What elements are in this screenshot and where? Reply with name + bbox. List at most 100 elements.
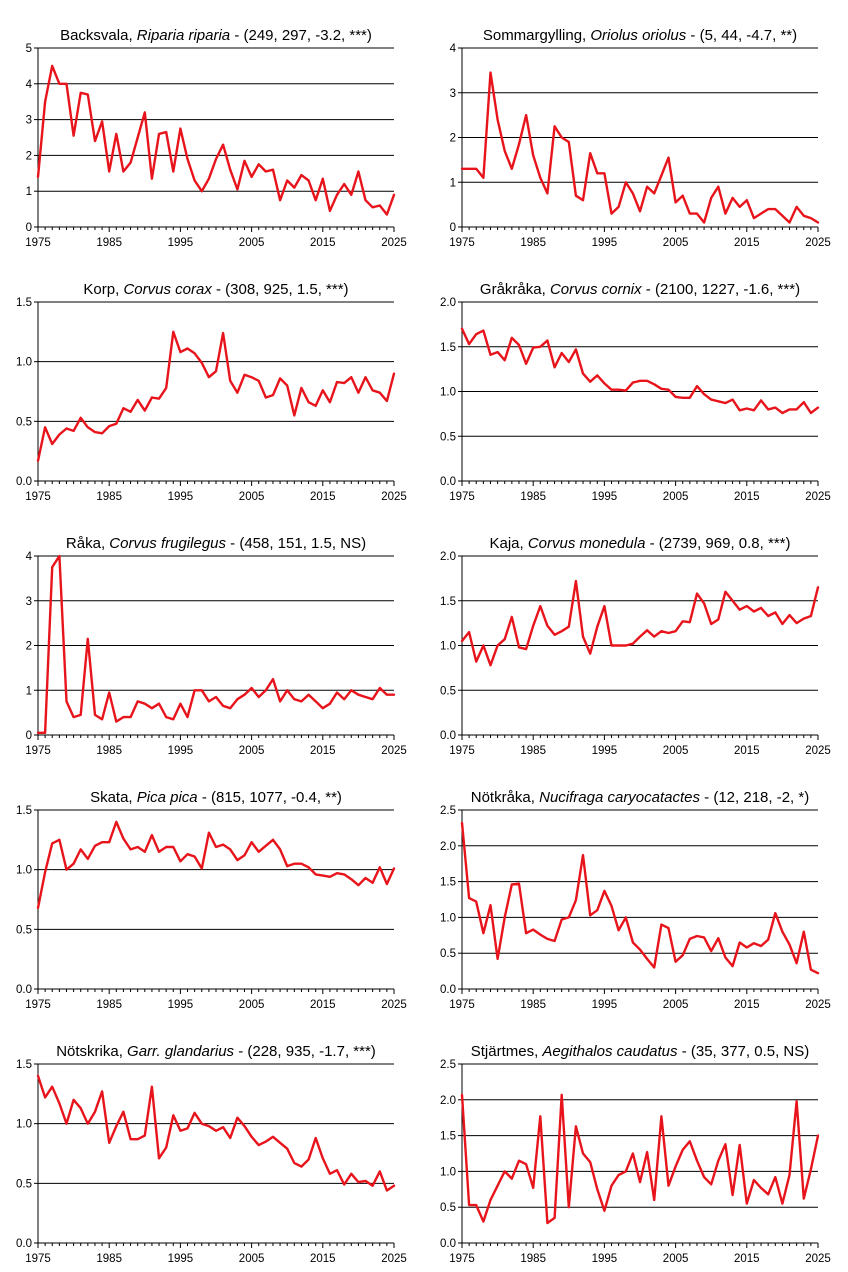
chart-title-part: - (249, 297, -3.2, ***) [230,27,372,44]
y-tick-label: 0.5 [440,948,456,960]
y-tick-label: 0.5 [440,685,456,697]
x-tick-label: 1975 [25,491,51,503]
series-line [36,1074,396,1192]
chart-panel-10: Stjärtmes, Aegithalos caudatus - (35, 37… [424,1016,848,1270]
chart-title-part: Aegithalos caudatus [541,1043,678,1060]
chart-title-part: Kaja, [489,535,527,552]
chart-title-part: Corvus monedula [528,535,646,552]
x-tick-label: 1985 [96,1253,122,1265]
y-tick-label: 1.0 [440,912,456,924]
chart-svg: Backsvala, Riparia riparia - (249, 297, … [25,27,407,249]
x-tick-label: 1995 [592,745,618,757]
x-tick-label: 2015 [310,491,336,503]
chart-title: Nötskrika, Garr. glandarius - (228, 935,… [56,1043,376,1060]
x-tick-label: 2005 [663,999,689,1011]
y-tick-label: 1.0 [440,641,456,653]
y-tick-label: 1.0 [16,865,32,877]
x-tick-label: 1975 [25,1253,51,1265]
y-tick-label: 2.0 [440,1095,456,1107]
x-tick-label: 2015 [734,237,760,249]
x-tick-label: 1985 [96,999,122,1011]
x-tick-label: 2005 [663,745,689,757]
x-tick-label: 1975 [25,745,51,757]
series-line [460,327,820,415]
y-tick-label: 1.0 [16,1119,32,1131]
y-tick-label: 1.5 [16,297,32,309]
x-tick-label: 2025 [381,999,407,1011]
y-tick-label: 0 [26,222,32,234]
chart-panel-7: Skata, Pica pica - (815, 1077, -0.4, **)… [0,762,424,1016]
series-line [36,554,396,735]
x-tick-label: 2015 [310,999,336,1011]
chart-title-part: Corvus frugilegus [109,535,226,552]
y-tick-label: 0.0 [16,476,32,488]
x-tick-label: 1995 [168,1253,194,1265]
y-tick-label: 2 [450,133,456,145]
x-tick-label: 2025 [805,999,831,1011]
y-tick-label: 4 [450,43,457,55]
chart-panel-2: Sommargylling, Oriolus oriolus - (5, 44,… [424,0,848,254]
chart-title-part: Nucifraga caryocatactes [539,789,700,806]
x-tick-label: 1975 [449,491,475,503]
y-tick-label: 0.0 [440,1238,456,1250]
chart-svg: Skata, Pica pica - (815, 1077, -0.4, **)… [16,789,407,1011]
y-tick-label: 3 [26,596,32,608]
x-tick-label: 1985 [520,237,546,249]
x-tick-label: 2005 [239,999,265,1011]
chart-svg: Stjärtmes, Aegithalos caudatus - (35, 37… [440,1043,831,1265]
x-tick-label: 2005 [239,745,265,757]
chart-title-part: Backsvala, [60,27,137,44]
y-tick-label: 0.0 [440,984,456,996]
x-tick-label: 1975 [25,999,51,1011]
chart-panel-9: Nötskrika, Garr. glandarius - (228, 935,… [0,1016,424,1270]
x-tick-label: 2025 [381,491,407,503]
x-tick-label: 1995 [592,237,618,249]
x-tick-label: 1995 [592,999,618,1011]
chart-title-part: Skata, [90,789,137,806]
y-tick-label: 1.0 [440,1166,456,1178]
x-tick-label: 1985 [520,1253,546,1265]
y-tick-label: 3 [450,88,456,100]
chart-title-part: Stjärtmes, [471,1043,543,1060]
x-tick-label: 1985 [520,491,546,503]
x-tick-label: 2015 [310,237,336,249]
chart-panel-4: Gråkråka, Corvus cornix - (2100, 1227, -… [424,254,848,508]
series-line [36,820,396,910]
x-tick-label: 1995 [168,999,194,1011]
chart-title-part: Pica pica [137,789,198,806]
x-tick-label: 2005 [663,1253,689,1265]
chart-svg: Gråkråka, Corvus cornix - (2100, 1227, -… [440,281,831,503]
y-tick-label: 0 [450,222,456,234]
x-tick-label: 1995 [592,491,618,503]
chart-panel-6: Kaja, Corvus monedula - (2739, 969, 0.8,… [424,508,848,762]
y-tick-label: 2.0 [440,297,456,309]
chart-title: Backsvala, Riparia riparia - (249, 297, … [60,27,372,44]
y-tick-label: 2.0 [440,551,456,563]
chart-title: Råka, Corvus frugilegus - (458, 151, 1.5… [66,535,366,552]
chart-title-part: Corvus cornix [550,281,642,298]
y-tick-label: 0 [26,730,32,742]
x-tick-label: 2015 [734,1253,760,1265]
chart-panel-8: Nötkråka, Nucifraga caryocatactes - (12,… [424,762,848,1016]
x-tick-label: 2015 [734,745,760,757]
x-tick-label: 1995 [592,1253,618,1265]
chart-title: Sommargylling, Oriolus oriolus - (5, 44,… [483,27,797,44]
y-tick-label: 1 [450,177,456,189]
chart-title-part: Sommargylling, [483,27,591,44]
chart-svg: Kaja, Corvus monedula - (2739, 969, 0.8,… [440,535,831,757]
series-line [36,330,396,462]
chart-title-part: Korp, [83,281,123,298]
y-tick-label: 0.5 [440,1202,456,1214]
chart-title-part: - (5, 44, -4.7, **) [686,27,797,44]
x-tick-label: 1985 [96,745,122,757]
chart-title-part: - (35, 377, 0.5, NS) [678,1043,810,1060]
x-tick-label: 1975 [25,237,51,249]
x-tick-label: 1995 [168,745,194,757]
x-tick-label: 1975 [449,237,475,249]
x-tick-label: 2005 [663,491,689,503]
x-tick-label: 1975 [449,999,475,1011]
y-tick-label: 0.0 [440,730,456,742]
y-tick-label: 1.5 [440,1131,456,1143]
chart-title: Stjärtmes, Aegithalos caudatus - (35, 37… [471,1043,810,1060]
series-line [460,579,820,667]
